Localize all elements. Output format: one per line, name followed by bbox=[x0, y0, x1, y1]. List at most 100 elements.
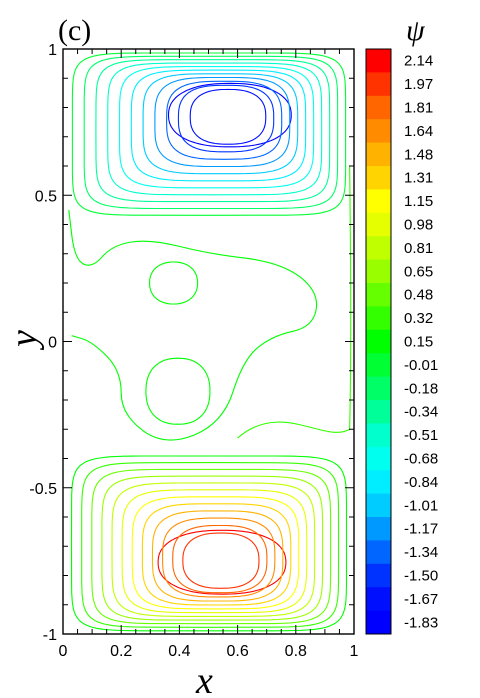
contour-line-lower bbox=[121, 489, 308, 614]
contour-line-upper bbox=[142, 73, 299, 175]
y-tick-label: 1 bbox=[48, 42, 57, 59]
y-tick-label: -1 bbox=[43, 627, 57, 644]
x-axis-label: x bbox=[195, 660, 213, 698]
colorbar-swatch bbox=[366, 259, 391, 284]
x-tick-labels: 0 0.2 0.4 0.6 0.8 1 bbox=[59, 643, 359, 660]
x-tick-label: 0.8 bbox=[285, 643, 307, 660]
colorbar-swatch bbox=[366, 493, 391, 518]
colorbar: 2.14 1.97 1.81 1.64 1.48 1.31 1.15 0.98 0.81 0.65… bbox=[365, 48, 438, 635]
colorbar-swatch bbox=[366, 283, 391, 307]
colorbar-swatch bbox=[366, 446, 391, 471]
contour-line-lower bbox=[70, 455, 348, 632]
contour-line-upper bbox=[130, 69, 307, 182]
x-tick-label: 0.6 bbox=[226, 643, 248, 660]
colorbar-level-label: 0.98 bbox=[404, 217, 433, 234]
colorbar-level-label: 0.81 bbox=[404, 240, 433, 257]
contour-line-upper bbox=[154, 76, 291, 168]
colorbar-swatch bbox=[366, 353, 391, 378]
colorbar-swatch bbox=[366, 306, 391, 331]
x-tick-label: 0.4 bbox=[168, 643, 190, 660]
colorbar-swatch bbox=[366, 587, 391, 612]
contour-line-upper bbox=[167, 82, 292, 148]
colorbar-level-label: -0.18 bbox=[404, 380, 438, 397]
contour-line-lower bbox=[141, 503, 292, 606]
y-tick-label: 0.5 bbox=[35, 188, 57, 205]
colorbar-level-label: 1.15 bbox=[404, 193, 433, 210]
contour-line-upper bbox=[95, 59, 331, 203]
colorbar-frame bbox=[365, 48, 392, 635]
contour-line-side-band bbox=[237, 165, 352, 439]
axis-ticks bbox=[62, 48, 355, 635]
colorbar-level-label: 1.97 bbox=[404, 76, 433, 93]
colorbar-swatch bbox=[366, 189, 391, 214]
colorbar-swatch bbox=[366, 166, 391, 190]
colorbar-swatch bbox=[366, 610, 391, 635]
colorbar-level-label: 0.32 bbox=[404, 310, 433, 327]
colorbar-level-label: -0.68 bbox=[404, 451, 438, 468]
contour-line-upper bbox=[71, 52, 347, 216]
contour-line-lower bbox=[111, 482, 316, 617]
x-tick-label: 0.2 bbox=[110, 643, 132, 660]
colorbar-level-label: -1.34 bbox=[404, 544, 438, 561]
colorbar-level-label: -0.01 bbox=[404, 357, 438, 374]
colorbar-swatch bbox=[366, 119, 391, 144]
colorbar-level-label: -1.83 bbox=[404, 614, 438, 631]
colorbar-swatch bbox=[366, 563, 391, 588]
colorbar-level-label: 2.14 bbox=[404, 53, 433, 70]
contour-line-lower bbox=[81, 462, 340, 628]
contour-line-upper bbox=[177, 84, 275, 153]
colorbar-title: ψ bbox=[406, 14, 426, 47]
y-tick-label: 0 bbox=[48, 335, 57, 352]
colorbar-level-label: 1.31 bbox=[404, 170, 433, 187]
colorbar-swatch bbox=[366, 95, 391, 120]
contour-line-upper bbox=[166, 80, 283, 160]
colorbar-swatch bbox=[366, 517, 391, 541]
colorbar-swatch bbox=[366, 400, 391, 424]
contour-line-lower bbox=[162, 517, 276, 598]
y-tick-label: -0.5 bbox=[29, 481, 57, 498]
colorbar-level-label: 1.48 bbox=[404, 146, 433, 163]
colorbar-swatch bbox=[366, 470, 391, 495]
panel-label: (c) bbox=[58, 14, 91, 47]
contour-line-upper bbox=[107, 62, 323, 196]
y-tick-labels: 1 0.5 0 -0.5 -1 bbox=[29, 42, 57, 644]
contour-line-lower bbox=[172, 524, 268, 594]
colorbar-level-label: -1.17 bbox=[404, 521, 438, 538]
colorbar-swatch bbox=[366, 423, 391, 448]
colorbar-level-label: 0.48 bbox=[404, 287, 433, 304]
contour-line-lower bbox=[101, 475, 324, 621]
colorbar-swatch bbox=[366, 236, 391, 261]
x-tick-label: 0 bbox=[59, 643, 68, 660]
contour-line-middle-lower bbox=[145, 357, 211, 425]
colorbar-level-label: -0.84 bbox=[404, 474, 438, 491]
colorbar-swatch bbox=[366, 376, 391, 401]
contour-line-lower bbox=[182, 532, 260, 589]
contour-line-lower bbox=[91, 468, 332, 625]
x-tick-label: 1 bbox=[350, 643, 359, 660]
colorbar-level-label: -1.50 bbox=[404, 568, 438, 585]
colorbar-level-label: 0.15 bbox=[404, 334, 433, 351]
contour-line-lower bbox=[131, 496, 300, 610]
contour-line-middle-wavy bbox=[68, 209, 318, 441]
colorbar-level-label: -1.01 bbox=[404, 497, 438, 514]
colorbar-level-label: 1.81 bbox=[404, 100, 433, 117]
contour-lines bbox=[68, 52, 352, 632]
colorbar-swatch bbox=[366, 72, 391, 97]
y-axis-label: y bbox=[3, 330, 45, 351]
contour-line-upper bbox=[83, 55, 339, 210]
colorbar-swatch bbox=[366, 329, 391, 354]
contour-line-upper bbox=[118, 66, 315, 189]
colorbar-level-label: -0.51 bbox=[404, 427, 438, 444]
contour-line-upper bbox=[189, 88, 267, 145]
colorbar-swatch bbox=[366, 142, 391, 167]
colorbar-level-label: -0.34 bbox=[404, 404, 438, 421]
colorbar-level-label: -1.67 bbox=[404, 591, 438, 608]
colorbar-level-label: 0.65 bbox=[404, 263, 433, 280]
contour-line-middle-upper bbox=[149, 261, 199, 305]
colorbar-swatch bbox=[366, 540, 391, 565]
colorbar-swatch bbox=[366, 212, 391, 237]
colorbar-level-label: 1.64 bbox=[404, 123, 433, 140]
colorbar-swatch bbox=[366, 49, 391, 73]
plot-frame bbox=[62, 48, 355, 635]
